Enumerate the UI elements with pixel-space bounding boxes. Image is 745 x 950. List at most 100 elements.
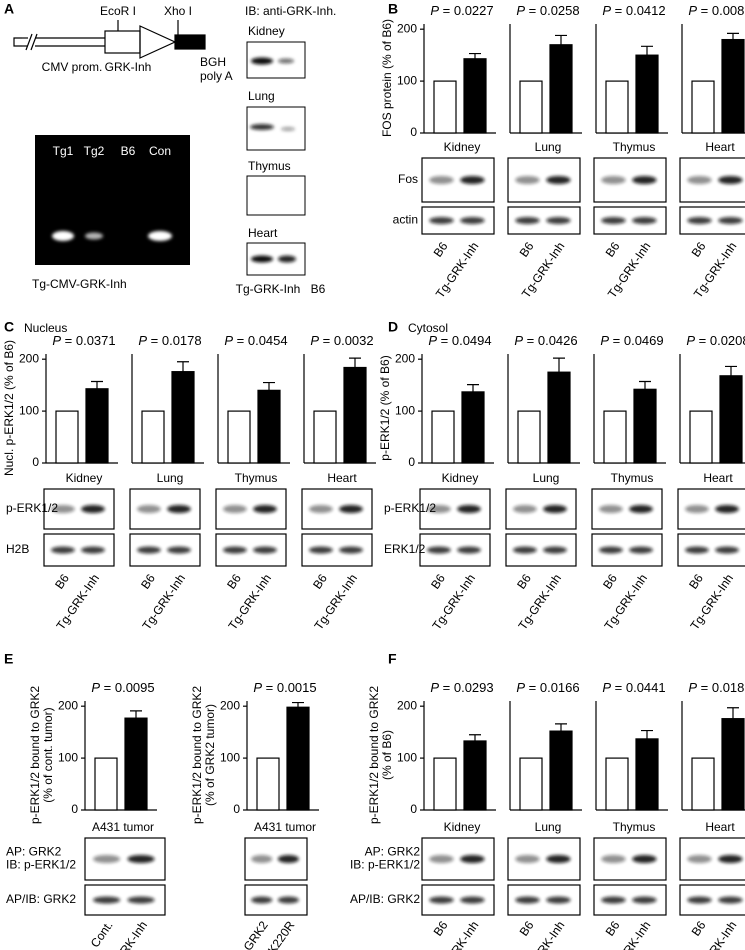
error-bar (553, 357, 565, 373)
bar (343, 366, 367, 464)
blot-band (167, 546, 191, 554)
blot-band (309, 505, 333, 513)
blot-band (685, 546, 709, 554)
construct-diagram (13, 20, 206, 59)
blot-band (687, 217, 712, 224)
bar (519, 80, 543, 134)
site-label: EcoR I (100, 4, 136, 18)
y-axis-label: p-ERK1/2 bound to GRK2 (367, 686, 381, 824)
lane-label: Con (149, 144, 171, 158)
blot-band (687, 855, 712, 863)
tissue-label: Kidney (444, 820, 481, 834)
blot-band (339, 546, 363, 554)
tissue-label: Kidney (66, 471, 103, 485)
bar (461, 391, 485, 464)
blot-band (629, 505, 653, 513)
tissue-label: Lung (248, 89, 275, 103)
bar-chart: P = 0.0188HeartB6Tg-GRK-Inh (679, 680, 745, 950)
blot-band (253, 505, 277, 513)
y-tick-label: 100 (19, 403, 39, 417)
y-tick-label: 0 (408, 455, 415, 469)
blot-band (718, 855, 743, 863)
bar (519, 757, 543, 811)
blot-band (127, 896, 155, 904)
blot-label: p-ERK1/2 (384, 501, 436, 515)
tissue-label: Lung (533, 471, 560, 485)
bar (55, 410, 79, 464)
blot-band (253, 546, 277, 554)
chart-title: P = 0.0441 (602, 680, 665, 695)
bar (603, 410, 627, 464)
lane-label: B6 (311, 282, 326, 296)
blot-band (81, 505, 105, 513)
y-axis-label: (% of B6) (380, 730, 394, 780)
blot-band (601, 176, 626, 184)
y-tick-label: 100 (397, 750, 417, 764)
bar (719, 375, 743, 464)
blot-band (223, 546, 247, 554)
y-tick-label: 200 (58, 698, 78, 712)
bar (721, 718, 745, 811)
blot-band (429, 217, 454, 224)
y-tick-label: 0 (410, 125, 417, 139)
bar (256, 757, 280, 811)
blot-band (546, 217, 571, 224)
lane-label: Tg2 (84, 144, 105, 158)
blot-band (601, 855, 626, 863)
bar (463, 58, 487, 134)
chart-title: P = 0.0371 (52, 333, 115, 348)
blot-band (277, 896, 299, 904)
blot-band (718, 896, 743, 904)
chart-title: P = 0.0178 (138, 333, 201, 348)
y-tick-label: 100 (58, 750, 78, 764)
x-tick-label: B6 (138, 571, 158, 591)
element-label: GRK-Inh (105, 60, 152, 74)
chart-title: P = 0.0258 (516, 3, 579, 18)
blot-label: IB: p-ERK1/2 (6, 858, 76, 872)
tissue-label: Heart (705, 820, 735, 834)
panel-letter: E (4, 651, 13, 667)
bar (171, 371, 195, 464)
blot-band (685, 505, 709, 513)
error-bar (641, 45, 653, 56)
blot-label: AP: GRK2 (365, 845, 421, 859)
blot-band (515, 176, 540, 184)
y-tick-label: 200 (19, 351, 39, 365)
blot-band (460, 176, 485, 184)
bar (85, 388, 109, 464)
tissue-label: Heart (327, 471, 357, 485)
blot-band (457, 546, 481, 554)
y-tick-label: 200 (397, 698, 417, 712)
chart-title: P = 0.0469 (600, 333, 663, 348)
tissue-label: Heart (703, 471, 733, 485)
tissue-label: Lung (535, 140, 562, 154)
chart-title: P = 0.0166 (516, 680, 579, 695)
gel-bands (52, 231, 172, 241)
tissue-label: Thymus (235, 471, 278, 485)
bar (257, 389, 281, 464)
bar (463, 740, 487, 811)
blot-label: Fos (398, 172, 418, 186)
x-tick-label: B6 (514, 571, 534, 591)
western-bands (250, 57, 296, 263)
bar (433, 757, 457, 811)
blot-band (546, 855, 571, 863)
bar-chart: P = 0.0089HeartB6Tg-GRK-Inh (679, 3, 745, 301)
blot-band (429, 855, 454, 863)
tissue-label: Thymus (613, 820, 656, 834)
y-axis-label: Nucl. p-ERK1/2 (% of B6) (2, 340, 16, 476)
bar (141, 410, 165, 464)
blot-band (543, 546, 567, 554)
x-tick-label: B6 (686, 571, 706, 591)
blot-label: H2B (6, 542, 29, 556)
blot-band (513, 505, 537, 513)
panel-letter: D (388, 319, 398, 335)
x-tick-label: B6 (517, 918, 537, 938)
blot-label: AP: GRK2 (6, 845, 62, 859)
panel-letter: C (4, 319, 14, 335)
